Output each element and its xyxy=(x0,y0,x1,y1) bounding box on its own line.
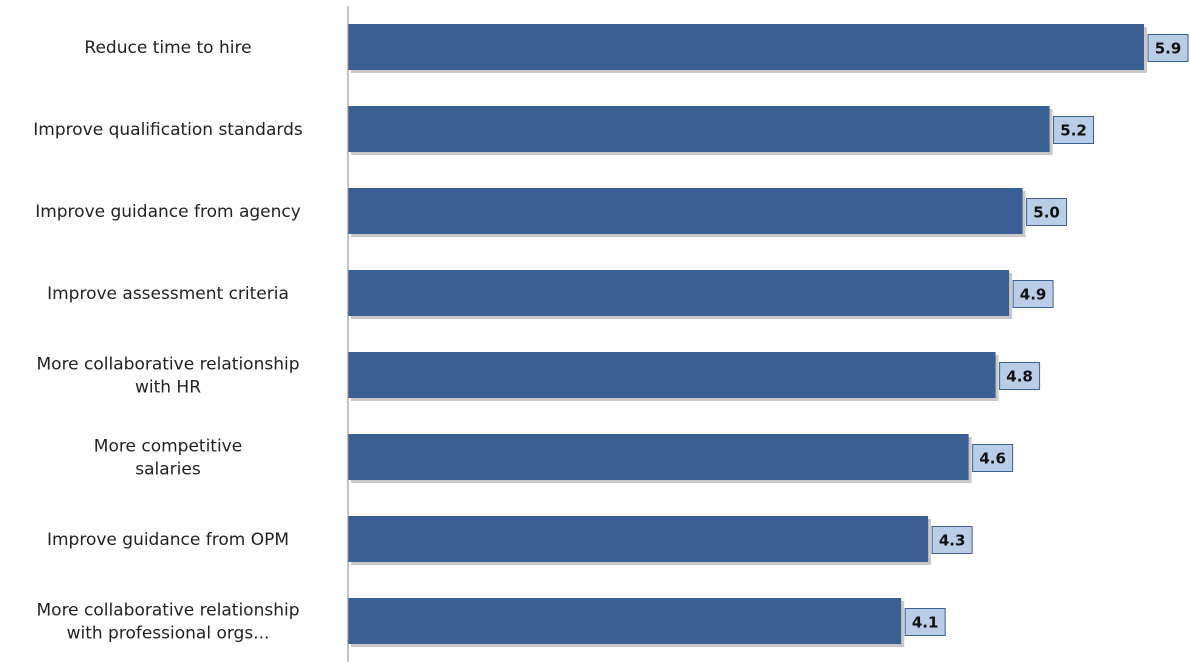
category-label-line: Reduce time to hire xyxy=(84,38,251,58)
category-label-line: Improve guidance from agency xyxy=(35,202,301,222)
value-label-box xyxy=(999,362,1041,390)
bar xyxy=(348,188,1023,234)
value-label: 4.1 xyxy=(912,614,939,632)
category-label: More collaborative relationship with HR xyxy=(37,355,300,398)
category-label: More collaborative relationship with prof… xyxy=(37,601,300,644)
bar xyxy=(348,106,1050,152)
category-label-line: salaries xyxy=(135,460,201,480)
bar xyxy=(348,24,1144,70)
value-label: 5.0 xyxy=(1033,204,1060,222)
category-label: Improve guidance from agency xyxy=(35,202,301,222)
category-labels: Reduce time to hire Improve qualification… xyxy=(33,38,303,644)
value-label: 5.9 xyxy=(1155,40,1182,58)
bar xyxy=(348,516,929,562)
category-label-line: More collaborative relationship xyxy=(37,355,300,375)
bars-layer xyxy=(348,24,1147,647)
category-label-line: Improve qualification standards xyxy=(33,120,303,140)
value-label: 4.9 xyxy=(1020,286,1047,304)
value-label-box xyxy=(1012,280,1054,308)
category-label: Improve qualification standards xyxy=(33,120,303,140)
category-label: Improve guidance from OPM xyxy=(47,530,289,550)
category-label-line: Improve guidance from OPM xyxy=(47,530,289,550)
bar xyxy=(348,434,969,480)
value-label: 4.3 xyxy=(939,532,966,550)
category-label-line: More competitive xyxy=(94,437,242,457)
bar xyxy=(348,270,1010,316)
category-label: More competitive salaries xyxy=(94,437,242,480)
bar xyxy=(348,598,902,644)
value-label-box xyxy=(972,444,1014,472)
value-label-box xyxy=(1147,34,1189,62)
value-label: 5.2 xyxy=(1060,122,1087,140)
category-label: Reduce time to hire xyxy=(84,38,251,58)
category-label-line: Improve assessment criteria xyxy=(47,284,289,304)
value-label: 4.8 xyxy=(1006,368,1033,386)
value-label-box xyxy=(1026,198,1068,226)
value-labels: 5.9 5.2 5.0 4.9 4.8 4.6 4.3 4.1 xyxy=(904,34,1189,636)
category-label-line: More collaborative relationship xyxy=(37,601,300,621)
category-label: Improve assessment criteria xyxy=(47,284,289,304)
category-label-line: with HR xyxy=(135,378,201,398)
category-label-line: with professional orgs... xyxy=(67,624,270,644)
value-label-box xyxy=(904,608,946,636)
value-label-box xyxy=(1053,116,1095,144)
value-label: 4.6 xyxy=(979,450,1006,468)
bar xyxy=(348,352,996,398)
value-label-box xyxy=(931,526,973,554)
